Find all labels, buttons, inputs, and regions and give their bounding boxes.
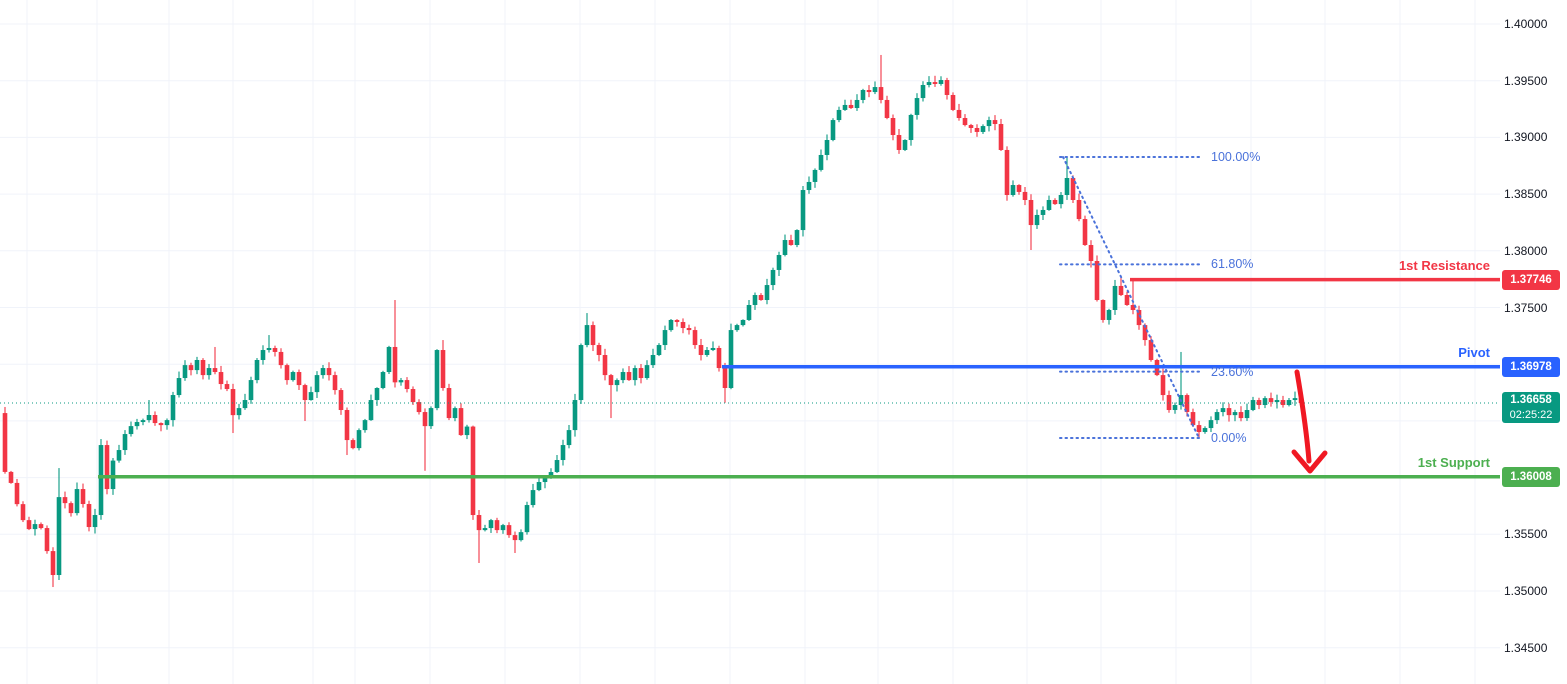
candlestick-series[interactable] [2, 54, 1304, 588]
grid-lines [0, 0, 1500, 684]
support-label[interactable]: 1st Support [1417, 454, 1490, 470]
fib-label-100: 100.00% [1211, 150, 1261, 165]
fib-label-618: 61.80% [1211, 257, 1254, 272]
pivot-price-badge: 1.36978 [1502, 356, 1560, 377]
price-tick-label: 1.40000 [1504, 17, 1548, 31]
bar-countdown: 02:25:22 [1509, 408, 1553, 421]
fib-label-236: 23.60% [1211, 364, 1254, 379]
price-tick-label: 1.39000 [1504, 130, 1548, 145]
support-price-badge: 1.36008 [1502, 466, 1560, 487]
fib-label-0: 0.00% [1211, 431, 1247, 446]
last-price-badge: 1.36658 02:25:22 [1502, 391, 1560, 423]
resistance-price-badge: 1.37746 [1502, 269, 1560, 290]
down-arrow-drawing[interactable] [1291, 369, 1328, 474]
fib-retracement-tool[interactable] [1059, 156, 1203, 440]
price-tick-label: 1.35500 [1504, 527, 1548, 542]
price-tick-label: 1.38500 [1504, 187, 1548, 202]
pivot-label[interactable]: Pivot [1458, 344, 1490, 360]
price-tick-label: 1.34500 [1504, 640, 1548, 655]
last-price-value: 1.36658 [1510, 393, 1552, 406]
price-axis[interactable]: 1.40000 1.39500 1.39000 1.38500 1.38000 1.375… [1500, 0, 1567, 684]
resistance-label[interactable]: 1st Resistance [1398, 257, 1490, 273]
level-lines[interactable] [98, 277, 1502, 479]
price-tick-label: 1.35000 [1504, 584, 1548, 598]
price-tick-label: 1.37500 [1504, 300, 1548, 315]
price-tick-label: 1.39500 [1504, 73, 1548, 88]
price-tick-label: 1.38000 [1504, 243, 1548, 258]
